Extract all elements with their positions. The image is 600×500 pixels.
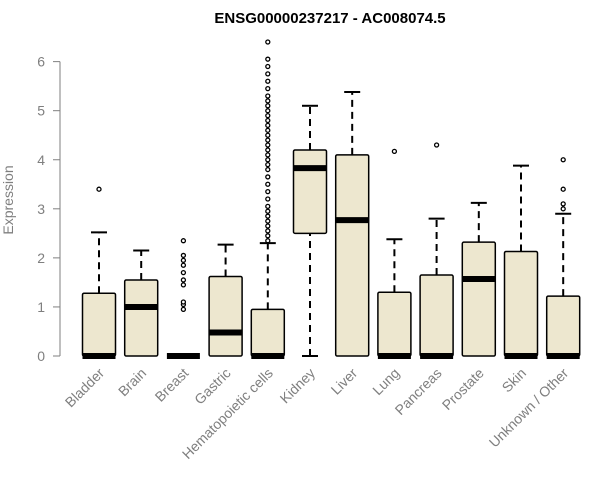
boxes	[81, 39, 581, 359]
box-hematopoietic-cells	[250, 39, 286, 359]
y-tick-label: 2	[37, 250, 45, 266]
outlier-point	[180, 306, 187, 313]
box-liver	[334, 91, 370, 357]
outlier-point	[265, 108, 271, 114]
outlier-point	[265, 93, 271, 99]
outlier-point	[265, 142, 271, 148]
outlier-point	[180, 269, 187, 276]
box-skin	[503, 164, 539, 359]
outlier-point	[265, 157, 271, 163]
outlier-point	[265, 122, 271, 129]
outlier-point	[433, 142, 440, 148]
outlier-point	[265, 196, 271, 202]
x-tick-label: Unknown / Other	[486, 365, 572, 451]
y-axis-label: Expression	[0, 165, 16, 234]
outlier-point	[180, 299, 187, 305]
outlier-point	[560, 157, 566, 163]
outlier-point	[265, 213, 271, 219]
outlier-point	[180, 252, 187, 259]
x-tick-label: Kidney	[277, 365, 319, 407]
outlier-point	[265, 203, 271, 210]
outlier-point	[265, 238, 271, 244]
outlier-point	[265, 117, 271, 124]
box-body	[123, 279, 159, 357]
x-tick-label: Skin	[499, 365, 530, 396]
x-tick-label: Liver	[328, 365, 361, 398]
box-breast	[166, 238, 200, 359]
outlier-point	[180, 238, 187, 244]
outlier-point	[265, 112, 271, 119]
outlier-point	[180, 257, 187, 263]
outlier-point	[265, 166, 271, 173]
y-tick-label: 4	[37, 152, 45, 168]
outlier-point	[560, 186, 566, 192]
outlier-point	[391, 148, 398, 155]
box-gastric	[208, 243, 243, 357]
chart-title: ENSG00000237217 - AC008074.5	[214, 10, 445, 27]
outlier-point	[265, 63, 271, 70]
outlier-point	[265, 39, 271, 45]
x-tick-label: Bladder	[62, 365, 108, 411]
x-tick-label: Pancreas	[392, 365, 445, 418]
outlier-point	[265, 71, 271, 77]
outlier-point	[265, 127, 271, 133]
outlier-point	[265, 181, 271, 187]
y-tick-label: 0	[37, 348, 45, 364]
x-tick-label: Brain	[115, 365, 149, 399]
box-body	[545, 295, 581, 357]
x-tick-label: Prostate	[439, 365, 487, 413]
outlier-point	[265, 223, 271, 229]
y-tick-label: 1	[37, 299, 45, 315]
outlier-point	[180, 277, 187, 283]
outlier-point	[265, 188, 271, 195]
outlier-point	[265, 78, 271, 84]
outlier-point	[265, 56, 271, 62]
outlier-point	[265, 152, 271, 158]
box-body	[461, 241, 497, 357]
box-body	[292, 149, 328, 235]
outlier-point	[265, 137, 271, 143]
box-pancreas	[419, 142, 454, 359]
outlier-point	[560, 201, 566, 207]
y-axis: 0 1 2 3 4 5 6	[37, 54, 61, 364]
outlier-point	[96, 186, 102, 192]
box-body	[250, 308, 286, 357]
outlier-point	[265, 174, 271, 180]
x-tick-label: Lung	[369, 365, 402, 398]
box-body	[419, 274, 454, 357]
outlier-point	[265, 132, 271, 138]
box-body	[377, 291, 412, 357]
box-body	[208, 275, 243, 357]
outlier-point	[265, 162, 271, 168]
outlier-point	[265, 228, 271, 234]
outlier-point	[180, 282, 187, 288]
outlier-point	[560, 206, 566, 212]
y-tick-label: 5	[37, 103, 45, 119]
box-bladder	[81, 186, 117, 359]
box-prostate	[461, 201, 497, 357]
box-kidney	[292, 104, 328, 357]
box-body	[334, 154, 370, 357]
box-brain	[123, 249, 159, 357]
y-tick-label: 6	[37, 54, 45, 70]
box-unknown-other	[545, 157, 581, 359]
outlier-point	[265, 103, 271, 109]
y-tick-label: 3	[37, 201, 45, 217]
x-tick-label: Breast	[152, 365, 192, 405]
outlier-point	[265, 218, 271, 224]
outlier-point	[265, 233, 271, 239]
box-body	[503, 250, 539, 357]
box-body	[81, 292, 117, 357]
outlier-point	[265, 147, 271, 153]
outlier-point	[180, 262, 187, 268]
outlier-point	[265, 208, 271, 214]
outlier-point	[265, 98, 271, 104]
box-lung	[377, 148, 412, 359]
outlier-point	[265, 85, 271, 92]
